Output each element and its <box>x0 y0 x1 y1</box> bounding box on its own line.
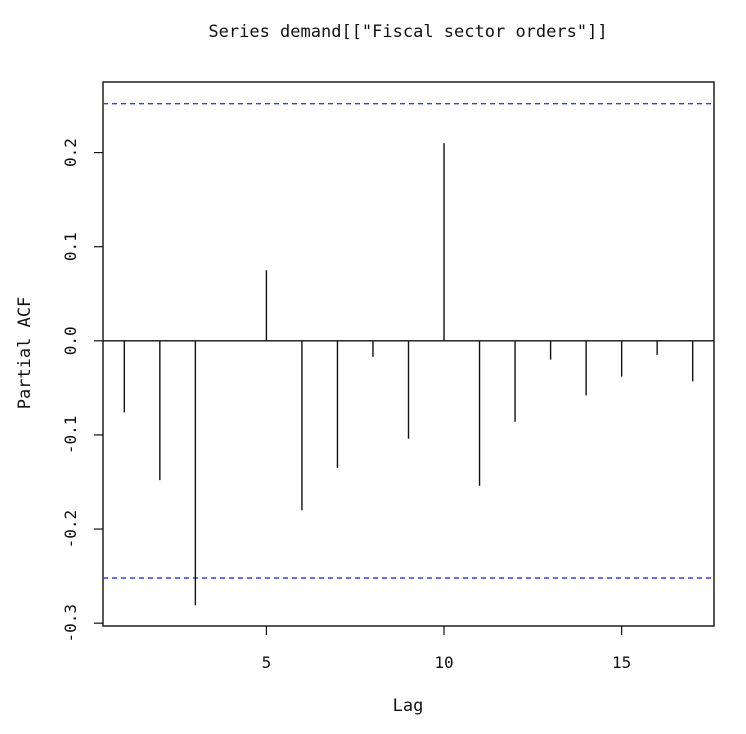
x-tick-label: 5 <box>262 653 272 672</box>
y-tick-label: 0.0 <box>61 326 80 355</box>
chart-title: Series demand[["Fiscal sector orders"]] <box>208 22 607 42</box>
x-tick-label: 15 <box>612 653 631 672</box>
y-tick-label: 0.1 <box>61 232 80 261</box>
plot-frame <box>102 81 715 627</box>
y-tick-label: -0.3 <box>61 604 80 643</box>
y-tick-label: 0.2 <box>61 138 80 167</box>
y-tick-label: -0.1 <box>61 416 80 455</box>
y-axis-label: Partial ACF <box>15 297 35 410</box>
y-tick-label: -0.2 <box>61 510 80 549</box>
plot-area: 5 10 15 -0.3 -0.2 -0.1 0.0 0.1 0.2 <box>61 81 715 672</box>
x-axis-label: Lag <box>393 696 424 716</box>
x-tick-label: 10 <box>434 653 453 672</box>
